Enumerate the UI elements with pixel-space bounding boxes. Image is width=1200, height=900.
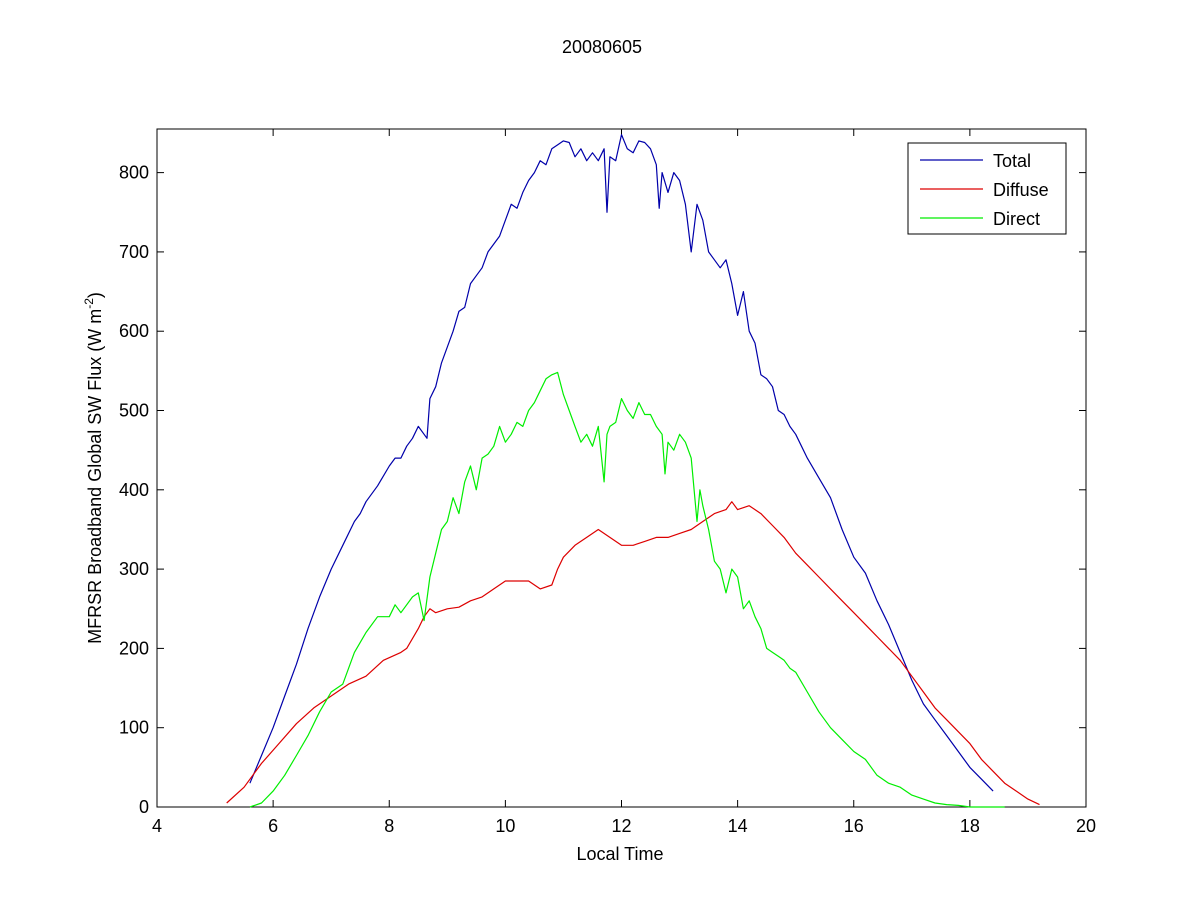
x-tick-label: 8 — [384, 816, 394, 836]
y-tick-label: 700 — [119, 242, 149, 262]
y-axis-ticks: 0 100 200 300 400 500 600 700 800 — [119, 163, 1086, 817]
y-axis-label-superscript: -2 — [82, 298, 96, 309]
x-tick-label: 4 — [152, 816, 162, 836]
series-line-total — [249, 134, 994, 792]
chart-title: 20080605 — [562, 37, 642, 57]
legend-label-direct: Direct — [993, 209, 1040, 229]
x-axis-ticks: 4 6 8 10 12 14 16 18 20 — [152, 129, 1096, 836]
y-tick-label: 200 — [119, 638, 149, 658]
x-tick-label: 12 — [611, 816, 631, 836]
y-axis-label-close: ) — [85, 292, 105, 298]
legend-label-diffuse: Diffuse — [993, 180, 1049, 200]
x-tick-label: 18 — [960, 816, 980, 836]
axes-box — [156, 128, 1087, 808]
y-tick-label: 600 — [119, 321, 149, 341]
y-axis-label: MFRSR Broadband Global SW Flux (W m-2) — [82, 292, 105, 644]
series-line-diffuse — [226, 501, 1040, 806]
y-tick-label: 800 — [119, 163, 149, 183]
y-tick-label: 400 — [119, 480, 149, 500]
x-axis-label: Local Time — [576, 844, 663, 864]
plot-area: 4 6 8 10 12 14 16 18 20 0 100 200 300 400 500 600 700 80… — [119, 128, 1096, 836]
x-tick-label: 10 — [495, 816, 515, 836]
x-tick-label: 14 — [728, 816, 748, 836]
x-tick-label: 16 — [844, 816, 864, 836]
y-tick-label: 500 — [119, 401, 149, 421]
series-line-direct — [249, 371, 1005, 808]
y-tick-label: 300 — [119, 559, 149, 579]
y-tick-label: 100 — [119, 718, 149, 738]
y-tick-label: 0 — [139, 797, 149, 817]
y-axis-label-main: MFRSR Broadband Global SW Flux (W m — [85, 309, 105, 644]
x-tick-label: 6 — [268, 816, 278, 836]
x-tick-label: 20 — [1076, 816, 1096, 836]
legend: Total Diffuse Direct — [907, 142, 1067, 235]
series-lines — [226, 134, 1040, 808]
legend-label-total: Total — [993, 151, 1031, 171]
